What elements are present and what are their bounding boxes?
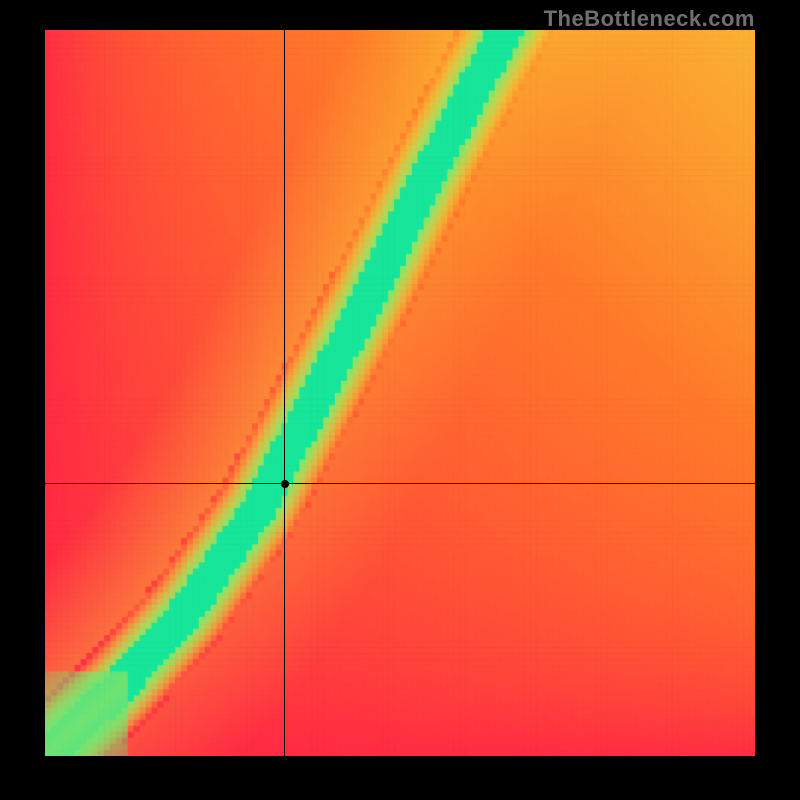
- chart-root: { "watermark": { "text": "TheBottleneck.…: [0, 0, 800, 800]
- crosshair-vertical: [284, 30, 285, 756]
- crosshair-marker: [281, 480, 289, 488]
- watermark-text: TheBottleneck.com: [544, 6, 755, 32]
- heatmap-canvas: [45, 30, 755, 756]
- crosshair-horizontal: [45, 483, 755, 484]
